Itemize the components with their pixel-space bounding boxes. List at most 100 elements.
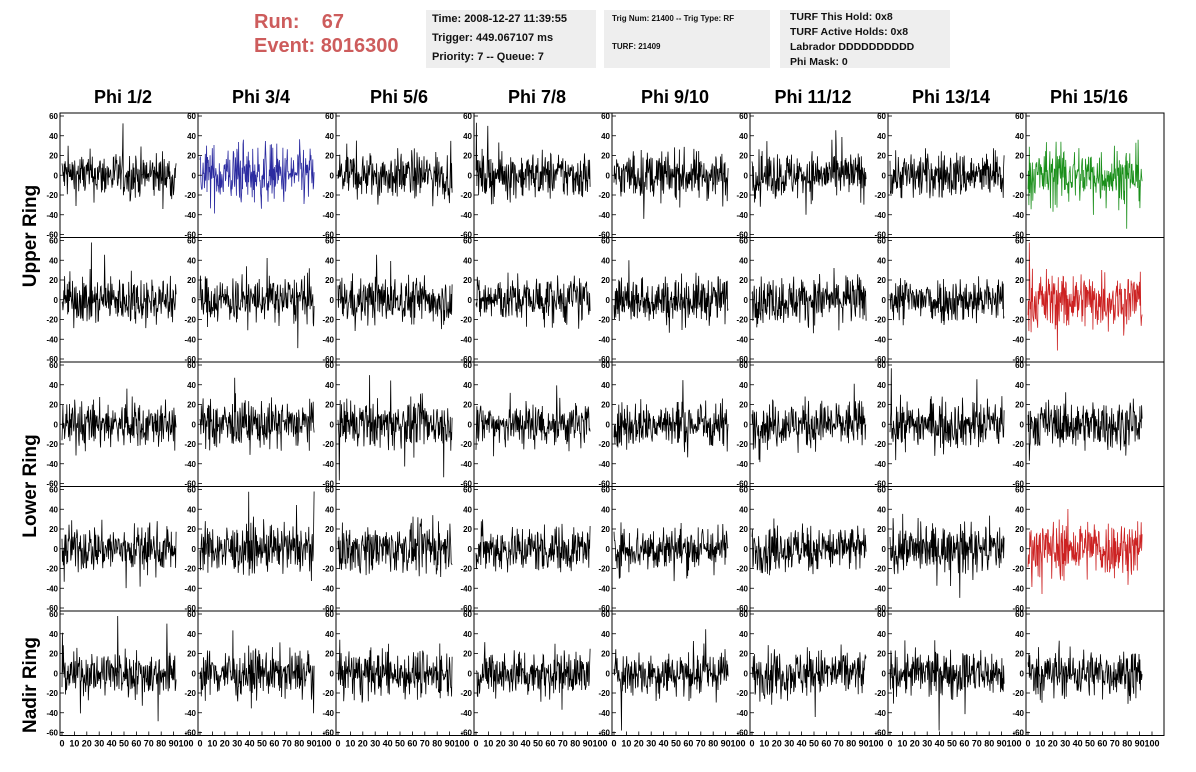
x-tick-label: 80 <box>846 739 856 749</box>
y-tick-label: -40 <box>460 335 472 344</box>
y-tick-label: 60 <box>187 610 196 619</box>
y-tick-label: 20 <box>49 276 58 285</box>
x-tick-label: 90 <box>859 739 869 749</box>
y-tick-label: -60 <box>184 231 196 240</box>
x-tick-label: 90 <box>445 739 455 749</box>
y-tick-label: 60 <box>187 237 196 246</box>
y-tick-label: -20 <box>736 565 748 574</box>
column-header-phi-5-6: Phi 5/6 <box>369 87 429 107</box>
y-tick-label: -20 <box>46 316 58 325</box>
y-tick-label: -60 <box>460 480 472 489</box>
waveform-line <box>613 522 729 582</box>
y-tick-label: 60 <box>49 610 58 619</box>
x-tick-label: 80 <box>570 739 580 749</box>
y-tick-label: 60 <box>463 361 472 370</box>
time-text: Time: 2008-12-27 11:39:55 <box>432 13 567 25</box>
y-tick-label: -20 <box>46 191 58 200</box>
x-tick-label: 10 <box>69 739 79 749</box>
y-tick-label: 40 <box>463 381 472 390</box>
y-tick-label: 0 <box>1020 171 1025 180</box>
y-tick-label: 0 <box>606 420 611 429</box>
x-tick-label: 0 <box>887 739 892 749</box>
y-tick-label: -60 <box>874 729 886 738</box>
y-tick-label: -20 <box>736 689 748 698</box>
y-tick-label: 20 <box>877 276 886 285</box>
y-tick-label: 40 <box>877 505 886 514</box>
y-tick-label: 20 <box>601 525 610 534</box>
y-tick-label: 0 <box>192 296 197 305</box>
y-tick-label: 20 <box>601 276 610 285</box>
y-tick-label: 60 <box>325 486 334 495</box>
y-tick-label: -20 <box>184 440 196 449</box>
waveform-line <box>889 640 1005 731</box>
y-tick-label: -60 <box>460 231 472 240</box>
y-tick-label: -60 <box>598 480 610 489</box>
y-tick-label: 20 <box>463 525 472 534</box>
y-tick-label: 40 <box>325 256 334 265</box>
y-tick-label: 60 <box>49 361 58 370</box>
x-tick-label: 70 <box>558 739 568 749</box>
x-tick-label: 20 <box>82 739 92 749</box>
y-tick-label: 20 <box>325 650 334 659</box>
y-tick-label: -20 <box>460 440 472 449</box>
x-tick-label: 60 <box>1097 739 1107 749</box>
column-header-phi-13-14: Phi 13/14 <box>911 87 991 107</box>
y-tick-label: -40 <box>460 460 472 469</box>
panel-r2-c6: -60 -40 -20 0 20 40 60 <box>874 361 1027 489</box>
panel-r1-c3: -60 -40 -20 0 20 40 60 <box>460 237 613 364</box>
x-tick-label: 10 <box>621 739 631 749</box>
column-header-phi-1-2: Phi 1/2 <box>93 87 153 107</box>
y-tick-label: -40 <box>598 584 610 593</box>
y-tick-label: -40 <box>874 211 886 220</box>
y-tick-label: 20 <box>325 152 334 161</box>
y-tick-label: -60 <box>598 355 610 364</box>
y-tick-label: 60 <box>601 610 610 619</box>
waveform-line <box>337 515 453 578</box>
waveform-line <box>751 644 867 718</box>
y-tick-label: 0 <box>606 296 611 305</box>
panel-r0-c4: -60 -40 -20 0 20 40 60 <box>598 112 751 240</box>
x-tick-label: 20 <box>772 739 782 749</box>
y-tick-label: 60 <box>187 112 196 121</box>
y-tick-label: -60 <box>874 604 886 613</box>
y-tick-label: -40 <box>184 709 196 718</box>
panel-frame <box>59 361 199 487</box>
y-tick-label: -40 <box>184 335 196 344</box>
x-tick-label: 100 <box>1006 739 1021 749</box>
y-tick-label: 40 <box>601 630 610 639</box>
y-tick-label: -20 <box>184 316 196 325</box>
y-tick-label: -40 <box>46 709 58 718</box>
y-tick-label: 0 <box>330 669 335 678</box>
panel-r0-c0: -60 -40 -20 0 20 40 60 <box>46 112 199 240</box>
x-tick-label: 30 <box>508 739 518 749</box>
turf-text: TURF: 21409 <box>612 42 661 51</box>
y-tick-label: 0 <box>468 171 473 180</box>
panel-r1-c2: -60 -40 -20 0 20 40 60 <box>322 237 475 364</box>
y-tick-label: 40 <box>325 381 334 390</box>
y-tick-label: -40 <box>598 709 610 718</box>
x-tick-label: 70 <box>1110 739 1120 749</box>
y-tick-label: 40 <box>463 132 472 141</box>
x-tick-label: 80 <box>432 739 442 749</box>
column-header-phi-7-8: Phi 7/8 <box>507 87 567 107</box>
labrador-text: Labrador DDDDDDDDDD <box>790 41 915 53</box>
waveform-line <box>613 260 729 333</box>
y-tick-label: 60 <box>49 112 58 121</box>
x-tick-label: 60 <box>959 739 969 749</box>
y-tick-label: 0 <box>606 545 611 554</box>
y-tick-label: -40 <box>322 709 334 718</box>
y-tick-label: 0 <box>468 545 473 554</box>
y-tick-label: 40 <box>325 132 334 141</box>
y-tick-label: 40 <box>49 256 58 265</box>
y-tick-label: 20 <box>1015 401 1024 410</box>
x-tick-label: 60 <box>407 739 417 749</box>
y-tick-label: -20 <box>184 565 196 574</box>
y-tick-label: -40 <box>1012 460 1024 469</box>
x-tick-label: 0 <box>197 739 202 749</box>
x-tick-label: 70 <box>420 739 430 749</box>
y-tick-label: 60 <box>877 486 886 495</box>
y-tick-label: 0 <box>330 296 335 305</box>
panel-r1-c7: -60 -40 -20 0 20 40 60 <box>1012 237 1165 364</box>
